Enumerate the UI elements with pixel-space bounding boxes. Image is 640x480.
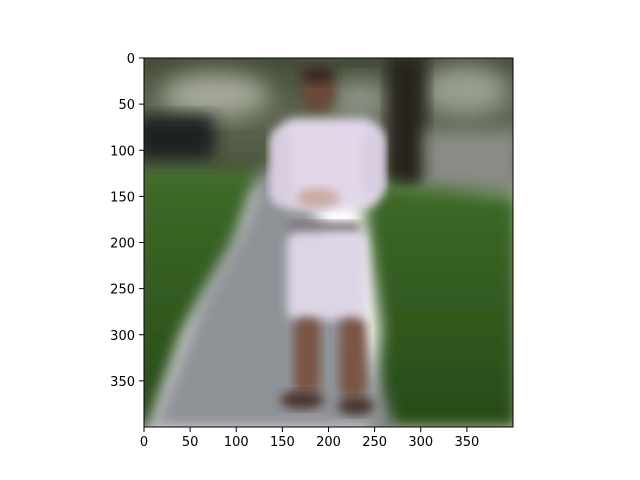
y-tick-label: 150 [110,190,135,205]
y-axis: 0 50 100 150 200 250 300 350 [110,52,144,390]
x-tick-label: 50 [182,435,199,450]
x-tick-label: 250 [362,435,387,450]
x-tick-label: 300 [408,435,433,450]
y-tick-label: 0 [127,52,135,67]
x-tick-label: 100 [224,435,249,450]
y-tick-label: 300 [110,329,135,344]
y-tick-label: 50 [118,98,135,113]
x-axis: 0 50 100 150 200 250 300 350 [140,427,479,450]
y-tick-label: 200 [110,237,135,252]
x-tick-label: 200 [316,435,341,450]
y-tick-label: 350 [110,375,135,390]
x-tick-label: 150 [270,435,295,450]
x-tick-label: 0 [140,435,148,450]
photo-image [144,58,513,427]
y-tick-label: 100 [110,144,135,159]
x-tick-label: 350 [454,435,479,450]
y-tick-label: 250 [110,283,135,298]
